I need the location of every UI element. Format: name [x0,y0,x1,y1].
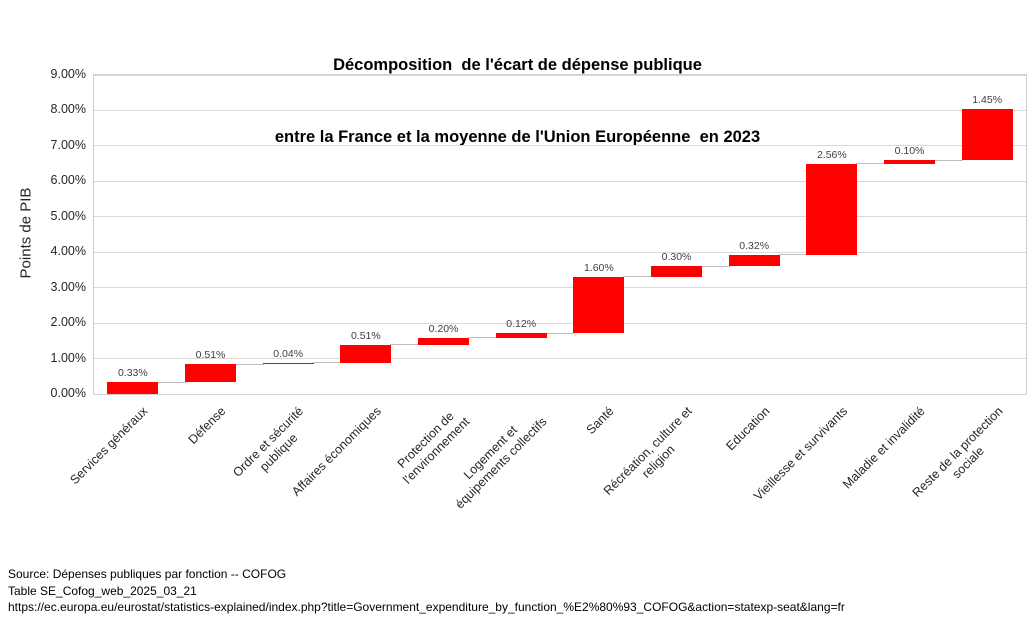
gridline [94,180,1026,182]
y-tick-label: 3.00% [50,279,86,294]
source-note: Source: Dépenses publiques par fonction … [8,566,845,616]
y-tick-label: 2.00% [50,315,86,330]
gridline [94,251,1026,253]
waterfall-bar [961,109,1013,161]
gridline [94,74,1026,76]
x-category-label: Défense [185,404,229,447]
waterfall-bar [651,266,702,277]
gridline [94,109,1026,111]
x-category-label: Education [722,404,773,454]
connector-line [157,381,186,383]
y-tick-label: 4.00% [50,244,86,259]
y-tick-label: 0.00% [50,386,86,400]
waterfall-bar [884,160,935,164]
bar-value-label: 1.60% [583,261,614,274]
gridline [94,216,1026,218]
gridline [94,145,1026,147]
bar-value-label: 0.20% [428,322,459,335]
source-url: https://ec.europa.eu/eurostat/statistics… [8,600,845,614]
waterfall-bar [262,362,314,365]
waterfall-bar [185,364,236,383]
waterfall-bar [573,276,625,334]
chart-title-line1: Décomposition de l'écart de dépense publ… [333,56,702,74]
bar-value-label: 0.32% [739,239,770,252]
connector-line [235,363,264,365]
bar-value-label: 0.30% [661,251,692,264]
y-axis-title: Points de PIB [17,187,35,279]
connector-line [545,332,575,334]
connector-line [778,254,808,256]
y-tick-label: 9.00% [50,67,86,81]
x-category-label: Maladie et invalidité [839,404,928,492]
bar-value-label: 0.33% [117,367,148,380]
connector-line [856,163,885,165]
connector-line [468,337,497,339]
y-tick-label: 6.00% [50,173,86,188]
plot-area: 0.33% 0.51% 0.04% 0.51% 0.20% 0.12% 1.60% 0.30%… [93,74,1027,395]
bar-value-label: 0.10% [894,145,925,158]
bar-value-label: 0.12% [506,318,537,331]
y-tick-label: 8.00% [50,102,86,117]
connector-line [312,362,342,364]
waterfall-bar [340,344,392,363]
connector-line [701,265,730,267]
waterfall-bar [806,163,858,255]
bar-value-label: 0.51% [195,349,226,362]
chart-title: Décomposition de l'écart de dépense publ… [0,5,1035,197]
x-category-label: Reste de la protection sociale [909,404,1006,500]
gridline [94,287,1026,289]
x-category-label: Santé [583,404,617,438]
waterfall-bar [728,254,780,267]
chart-title-line2: entre la France et la moyenne de l'Union… [274,128,761,146]
y-tick-label: 7.00% [50,137,86,152]
source-line: Source: Dépenses publiques par fonction … [8,567,287,581]
gridline [94,322,1026,324]
waterfall-bar [107,382,159,394]
waterfall-bar [418,337,469,345]
x-category-label: Services généraux [67,404,151,488]
table-reference-line: Table SE_Cofog_web_2025_03_21 [8,583,197,598]
bar-value-label: 1.45% [972,94,1003,107]
connector-line [623,276,652,278]
x-category-label: Récréation, culture et religion [600,404,695,498]
connector-line [390,344,419,346]
y-tick-label: 5.00% [50,208,86,223]
bar-value-label: 0.51% [350,329,381,342]
bar-value-label: 2.56% [816,148,847,161]
y-tick-label: 1.00% [50,350,86,365]
bar-value-label: 0.04% [273,347,304,360]
waterfall-bar [495,333,547,338]
connector-line [934,159,963,161]
gridline [94,358,1026,360]
